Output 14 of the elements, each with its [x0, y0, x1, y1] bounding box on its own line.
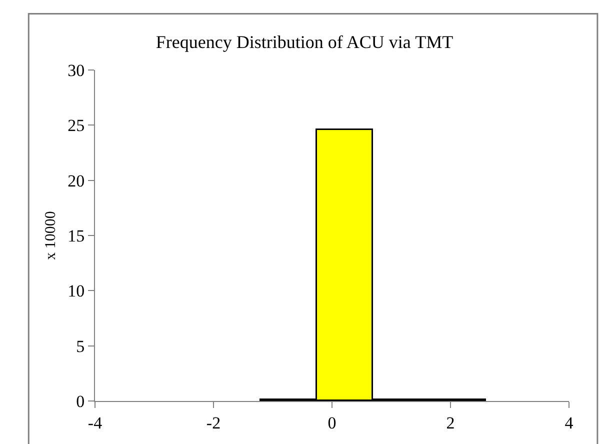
x-tick-label: 4 [564, 413, 574, 432]
y-tick-label: 0 [76, 392, 85, 411]
x-tick-label: 0 [328, 413, 336, 432]
x-tick-label: -4 [88, 413, 103, 432]
y-tick-label: 5 [76, 336, 85, 356]
x-tick-label: 2 [446, 413, 455, 432]
x-tick-label: -2 [206, 413, 221, 432]
y-tick-label: 10 [68, 282, 85, 301]
y-tick-label: 15 [68, 226, 85, 246]
y-tick-label: 25 [68, 116, 85, 136]
chart-title: Frequency Distribution of ACU via TMT [156, 32, 454, 52]
y-axis-title: x 10000 [42, 211, 59, 260]
y-tick-label: 20 [68, 171, 85, 190]
y-tick-label: 30 [68, 60, 85, 80]
